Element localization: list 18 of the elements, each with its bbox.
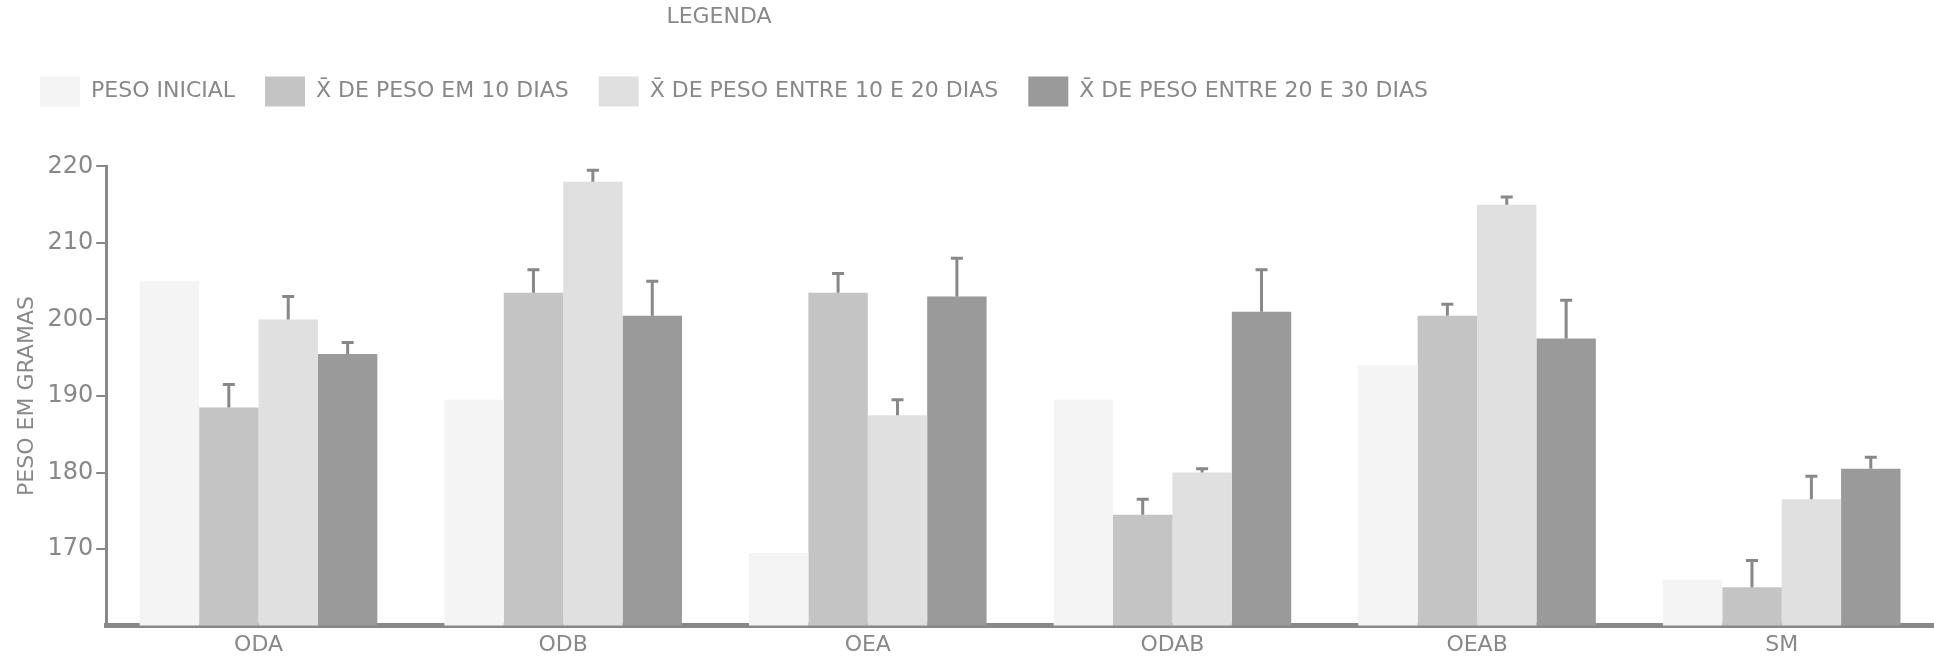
y-axis-title: PESO EM GRAMAS bbox=[12, 296, 38, 496]
y-tick-label: 180 bbox=[47, 456, 94, 485]
legend-label: X̄ DE PESO EM 10 DIAS bbox=[316, 77, 569, 103]
y-tick-label: 170 bbox=[47, 533, 94, 562]
x-tick-label: ODB bbox=[538, 630, 588, 656]
x-tick-label: OEA bbox=[844, 630, 891, 656]
legend-title: LEGENDA bbox=[666, 2, 772, 28]
legend-label: PESO INICIAL bbox=[91, 77, 236, 103]
legend-label: X̄ DE PESO ENTRE 10 E 20 DIAS bbox=[649, 77, 999, 103]
x-tick-label: ODAB bbox=[1140, 630, 1205, 656]
x-tick-label: OEAB bbox=[1446, 630, 1508, 656]
y-tick-label: 200 bbox=[47, 303, 94, 332]
legend-label: X̄ DE PESO ENTRE 20 E 30 DIAS bbox=[1079, 77, 1428, 103]
x-tick-label: SM bbox=[1765, 630, 1799, 656]
x-tick-label: ODA bbox=[234, 630, 283, 656]
y-tick-label: 220 bbox=[47, 150, 94, 179]
y-tick-label: 190 bbox=[47, 380, 94, 409]
y-tick-label: 210 bbox=[47, 227, 94, 256]
